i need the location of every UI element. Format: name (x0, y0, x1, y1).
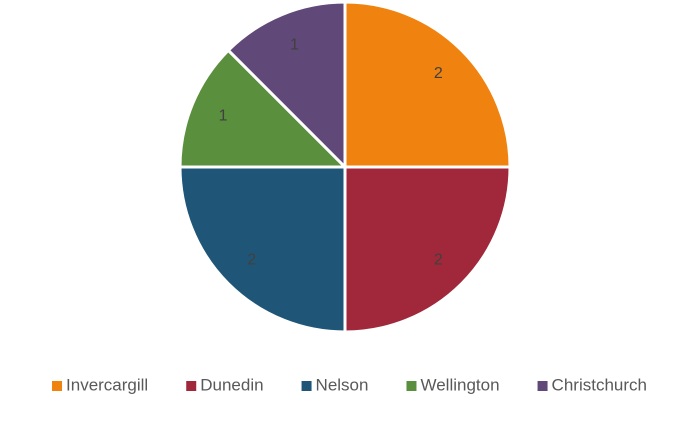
legend-marker (537, 381, 548, 391)
legend-marker (301, 381, 312, 391)
data-label: 1 (219, 108, 228, 125)
legend-marker (186, 381, 197, 391)
legend-label: Nelson (316, 375, 369, 394)
legend-label: Invercargill (66, 375, 148, 394)
pie-slice (226, 0, 347, 171)
legend-marker (52, 381, 63, 391)
data-label: 2 (434, 252, 443, 269)
pie-slice (178, 48, 349, 169)
pie-slice (343, 165, 512, 334)
data-label: 2 (434, 65, 443, 82)
legend-label: Christchurch (552, 375, 647, 394)
legend-label: Wellington (420, 375, 499, 394)
data-label: 1 (290, 36, 299, 53)
data-label: 2 (247, 252, 256, 269)
legend-marker (406, 381, 417, 391)
pie-slice (343, 0, 512, 169)
legend-label: Dunedin (200, 375, 263, 394)
pie-slice (178, 165, 347, 334)
